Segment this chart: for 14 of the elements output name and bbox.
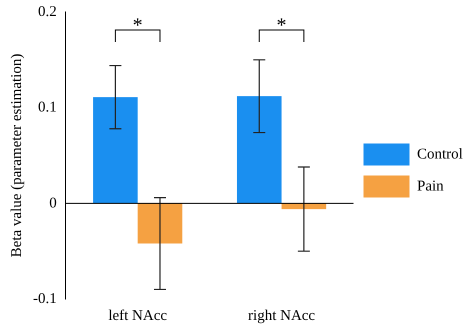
y-tick-label: 0.1 xyxy=(38,100,57,116)
y-axis-title: Beta value (parameter estimation) xyxy=(8,54,25,258)
legend-label: Control xyxy=(417,146,463,162)
x-tick-label: right NAcc xyxy=(248,308,316,324)
annotation: * xyxy=(276,14,287,36)
y-tick-label: 0.2 xyxy=(38,4,57,20)
x-tick-label: left NAcc xyxy=(108,308,168,324)
annotation: * xyxy=(132,14,143,36)
bar xyxy=(93,97,138,204)
legend-label: Pain xyxy=(417,178,444,194)
bar xyxy=(236,96,282,204)
y-tick-label: -0.1 xyxy=(32,290,57,307)
bar xyxy=(138,203,182,244)
y-tick-label: 0 xyxy=(49,195,57,212)
